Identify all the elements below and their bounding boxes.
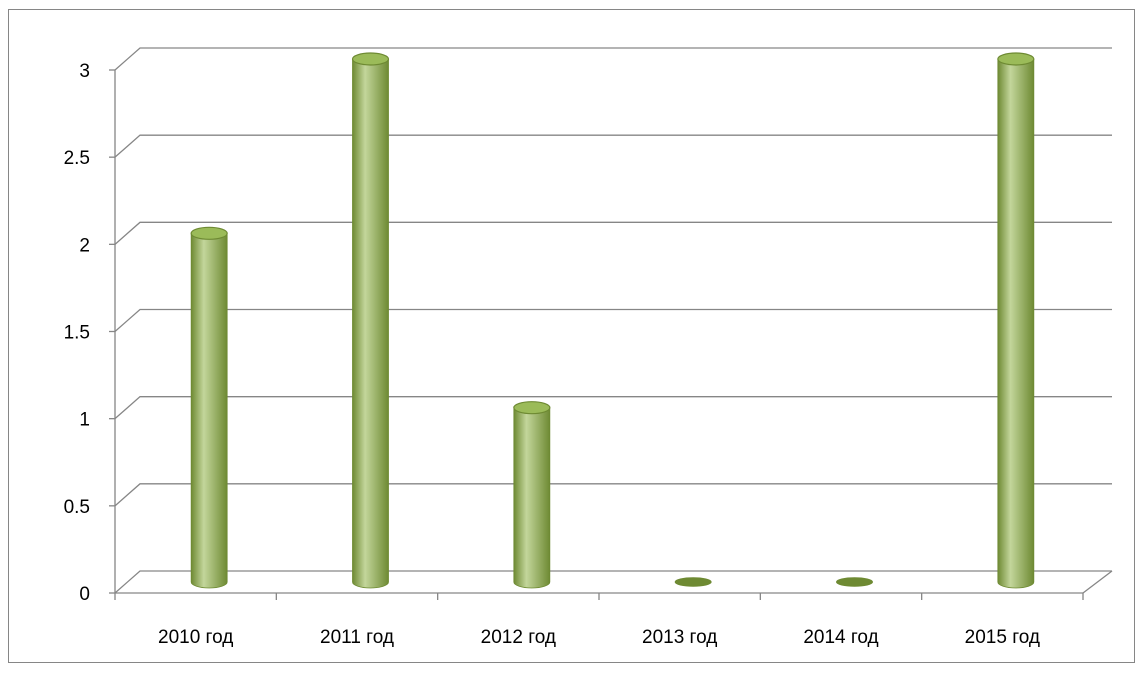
bar-body (352, 58, 389, 589)
axis-layer (109, 69, 1113, 600)
y-tick-label: 1.5 (64, 323, 90, 344)
floor-right-edge (1082, 570, 1113, 594)
bar-top (674, 577, 712, 587)
bar-top (351, 52, 390, 66)
bar (513, 401, 551, 589)
bar (674, 577, 712, 587)
bar (997, 52, 1035, 589)
label-layer: 0 0.5 1 1.5 2 2.5 3 2010 год 2011 год 2012 год 201… (64, 61, 1040, 648)
y-tick-label: 3 (79, 61, 90, 82)
bar-top (513, 401, 551, 415)
gridline-4 (114, 221, 1112, 245)
gridline-0 (114, 570, 1112, 594)
bar-body (190, 232, 228, 589)
x-tick-label: 2014 год (803, 627, 878, 648)
x-tick-label: 2015 год (965, 627, 1040, 648)
bar-top (836, 577, 873, 587)
gridline-6 (114, 47, 1112, 71)
y-tick-label: 2 (79, 235, 90, 256)
x-tick-label: 2012 год (481, 627, 556, 648)
grid-layer (114, 47, 1112, 594)
bar (351, 52, 390, 589)
gridline-5 (114, 134, 1112, 158)
bar (836, 577, 873, 587)
bar-body (997, 58, 1035, 589)
y-tick-label: 0 (79, 584, 90, 605)
y-tick-label: 2.5 (64, 148, 90, 169)
x-tick-label: 2011 год (320, 627, 394, 648)
bar-layer (190, 52, 1035, 589)
gridline-3 (114, 308, 1112, 332)
bar-body (513, 407, 551, 589)
bar (190, 226, 228, 589)
gridline-2 (114, 396, 1112, 420)
gridline-1 (114, 483, 1112, 507)
x-tick-label: 2013 год (642, 627, 717, 648)
x-tick-label: 2010 год (158, 627, 233, 648)
bar-top (190, 226, 228, 240)
bar-top (997, 52, 1035, 66)
y-tick-label: 1 (79, 410, 90, 431)
y-tick-label: 0.5 (64, 497, 90, 518)
